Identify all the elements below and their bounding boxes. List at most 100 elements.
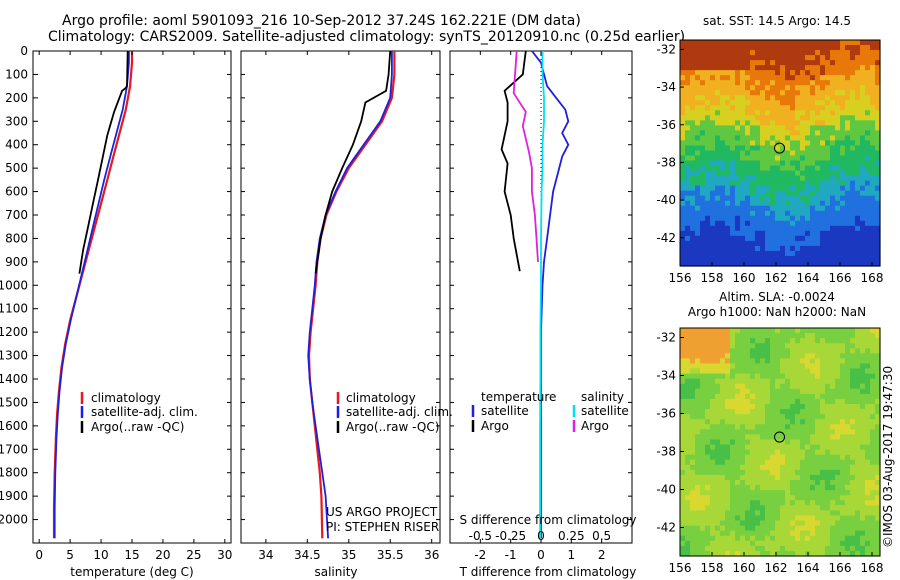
map-cell xyxy=(780,215,786,222)
map-cell xyxy=(780,50,786,56)
map-cell xyxy=(805,100,811,106)
map-cell xyxy=(775,190,781,197)
map-cell xyxy=(840,95,846,101)
map-cell xyxy=(725,115,731,121)
map-cell xyxy=(770,60,776,66)
map-cell xyxy=(770,50,776,56)
map-cell xyxy=(815,343,821,349)
map-cell xyxy=(870,110,876,116)
map-cell xyxy=(760,535,766,542)
map-cell xyxy=(840,414,846,420)
map-cell xyxy=(790,45,796,51)
map-cell xyxy=(820,378,826,385)
map-cell xyxy=(785,120,791,126)
map-cell xyxy=(795,398,801,405)
map-cell xyxy=(825,520,831,527)
map-cell xyxy=(730,368,736,375)
map-cell xyxy=(800,135,806,142)
map-cell xyxy=(785,409,791,415)
depth-tick-label: 700 xyxy=(5,208,28,222)
map-cell xyxy=(745,210,751,217)
map-cell xyxy=(700,50,706,56)
depth-tick-label: 500 xyxy=(5,161,28,175)
map-cell xyxy=(775,378,781,385)
map-cell xyxy=(850,245,856,252)
map-cell xyxy=(760,480,766,486)
map-cell xyxy=(870,388,876,395)
map-cell xyxy=(780,398,786,405)
map-cell xyxy=(685,378,691,385)
map-cell xyxy=(755,515,761,522)
map-cell xyxy=(820,464,826,471)
map-cell xyxy=(740,343,746,349)
map-cell xyxy=(710,130,716,137)
map-cell xyxy=(840,165,846,172)
map-cell xyxy=(810,125,816,131)
map-cell xyxy=(680,328,686,334)
map-cell xyxy=(780,449,786,456)
map-cell xyxy=(860,469,866,476)
map-cell xyxy=(875,500,881,506)
map-cell xyxy=(690,85,696,91)
map-cell xyxy=(820,165,826,172)
map-cell xyxy=(850,165,856,172)
map-cell xyxy=(720,540,726,547)
map-cell xyxy=(705,480,711,486)
map-cell xyxy=(760,245,766,252)
map-cell xyxy=(770,255,776,262)
map-cell xyxy=(810,530,816,537)
lat-tick-label: -38 xyxy=(656,445,676,459)
map-cell xyxy=(755,165,761,172)
map-cell xyxy=(750,398,756,405)
map-cell xyxy=(775,449,781,456)
map-cell xyxy=(760,383,766,390)
map-cell xyxy=(770,145,776,152)
map-cell xyxy=(760,338,766,344)
map-cell xyxy=(830,155,836,162)
map-cell xyxy=(875,170,881,177)
map-cell xyxy=(810,60,816,66)
map-cell xyxy=(695,333,701,339)
map-cell xyxy=(780,250,786,257)
map-cell xyxy=(865,358,871,365)
map-cell xyxy=(875,540,881,547)
map-cell xyxy=(750,230,756,237)
map-cell xyxy=(830,215,836,222)
map-cell xyxy=(850,490,856,496)
map-cell xyxy=(765,85,771,91)
map-cell xyxy=(805,85,811,91)
map-cell xyxy=(775,409,781,415)
map-cell xyxy=(830,520,836,527)
map-cell xyxy=(730,120,736,126)
x-tick-label: -1 xyxy=(505,548,517,562)
map-cell xyxy=(875,230,881,237)
map-cell xyxy=(730,40,736,46)
map-cell xyxy=(755,170,761,177)
map-cell xyxy=(810,160,816,167)
map-cell xyxy=(740,105,746,111)
map-cell xyxy=(835,185,841,192)
map-cell xyxy=(820,505,826,511)
map-cell xyxy=(700,205,706,212)
map-cell xyxy=(870,160,876,167)
map-cell xyxy=(735,383,741,390)
map-cell xyxy=(790,485,796,491)
map-cell xyxy=(810,373,816,380)
map-cell xyxy=(680,419,686,425)
map-cell xyxy=(755,333,761,339)
map-cell xyxy=(770,205,776,212)
map-cell xyxy=(850,378,856,385)
map-cell xyxy=(850,135,856,142)
map-cell xyxy=(780,480,786,486)
map-cell xyxy=(715,185,721,192)
map-cell xyxy=(710,545,716,552)
map-cell xyxy=(690,454,696,461)
map-cell xyxy=(825,495,831,501)
map-cell xyxy=(700,358,706,365)
map-cell xyxy=(730,100,736,106)
map-cell xyxy=(870,185,876,192)
map-cell xyxy=(835,500,841,506)
map-cell xyxy=(755,424,761,430)
map-cell xyxy=(855,515,861,522)
map-cell xyxy=(780,520,786,527)
